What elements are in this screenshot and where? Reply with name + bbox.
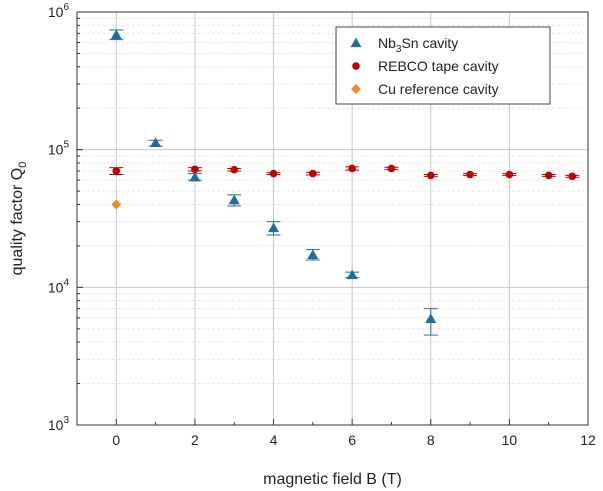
data-point-series-0 — [189, 171, 201, 182]
data-point-series-1 — [112, 167, 121, 175]
data-point-series-0 — [307, 249, 319, 260]
y-tick-label: 103 — [48, 415, 70, 433]
data-point-series-1 — [269, 169, 278, 178]
data-point-series-2 — [111, 199, 122, 210]
y-axis-title: quality factor Q0 — [9, 162, 29, 276]
data-point-series-1 — [191, 165, 199, 174]
y-axis-title-sub: 0 — [17, 162, 29, 168]
legend-label: REBCO tape cavity — [378, 58, 499, 74]
data-point-series-1 — [230, 165, 239, 174]
data-point-series-1 — [348, 164, 356, 173]
data-point-series-0 — [228, 194, 240, 205]
y-tick-label: 106 — [48, 2, 70, 20]
legend-marker — [351, 84, 361, 94]
x-tick-label: 6 — [348, 432, 356, 448]
x-tick-label: 4 — [270, 432, 278, 448]
x-axis-title: magnetic field B (T) — [263, 471, 402, 488]
x-tick-label: 10 — [502, 432, 518, 448]
data-point-series-1 — [466, 170, 474, 179]
x-tick-label: 8 — [427, 432, 435, 448]
legend: Nb3Sn cavity REBCO tape cavity Cu referenc… — [335, 26, 551, 105]
legend-label: Nb3Sn cavity — [378, 35, 458, 55]
grid-lines — [77, 11, 589, 426]
data-point-series-0 — [425, 313, 437, 324]
x-tick-label: 2 — [191, 432, 199, 448]
data-point-series-1 — [309, 169, 317, 178]
data-point-series-1 — [544, 171, 553, 180]
x-tick-label: 0 — [112, 432, 120, 448]
axes: 0 2 4 6 8 10 12 103 104 105 106 — [48, 2, 596, 448]
data-point-series-1 — [568, 172, 577, 181]
y-tick-label: 104 — [48, 277, 70, 295]
plot-area — [76, 11, 589, 426]
data-point-series-0 — [110, 29, 122, 40]
data-point-series-1 — [387, 164, 396, 173]
data-point-series-0 — [268, 222, 280, 233]
y-tick-label: 105 — [48, 140, 70, 158]
legend-marker — [350, 37, 362, 48]
data-marks — [109, 29, 580, 336]
data-point-series-0 — [150, 137, 162, 148]
legend-label: Cu reference cavity — [378, 81, 499, 97]
data-point-series-1 — [426, 171, 435, 180]
data-point-series-1 — [505, 170, 514, 179]
x-tick-label: 12 — [580, 432, 596, 448]
legend-marker — [352, 62, 360, 70]
data-point-series-0 — [346, 269, 358, 280]
legend-box — [335, 26, 551, 105]
y-axis-title-main: quality factor Q — [9, 168, 26, 276]
